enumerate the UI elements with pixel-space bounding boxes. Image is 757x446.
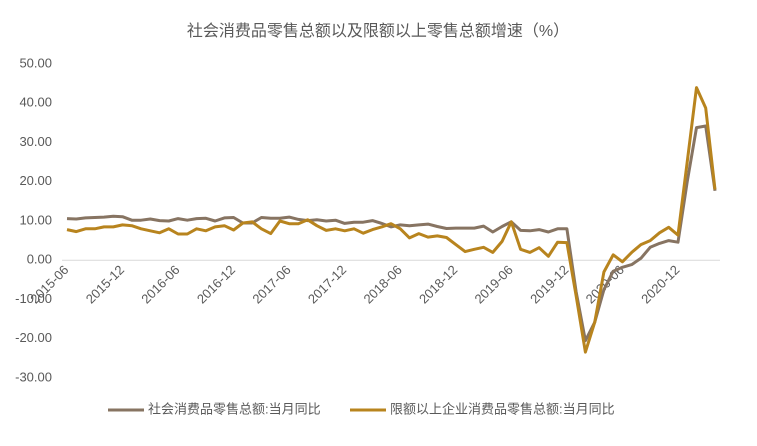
x-tick-label: 2016-06 xyxy=(138,262,182,306)
x-tick-label: 2018-12 xyxy=(416,262,460,306)
series-line xyxy=(66,124,717,343)
y-tick-label: 20.00 xyxy=(19,173,52,188)
y-tick-label: 40.00 xyxy=(19,95,52,110)
y-tick-label: 10.00 xyxy=(19,212,52,227)
legend-label: 社会消费品零售总额:当月同比 xyxy=(148,401,321,416)
y-tick-label: -30.00 xyxy=(15,369,52,384)
y-tick-label: -10.00 xyxy=(15,291,52,306)
legend-label: 限额以上企业消费品零售总额:当月同比 xyxy=(390,401,615,416)
x-tick-label: 2019-06 xyxy=(472,262,516,306)
y-tick-label: 50.00 xyxy=(19,55,52,70)
x-tick-label: 2020-12 xyxy=(638,262,682,306)
series-line xyxy=(66,86,717,354)
chart-title: 社会消费品零售总额以及限额以上零售总额增速（%） xyxy=(187,22,569,40)
x-tick-label: 2017-06 xyxy=(249,262,293,306)
x-tick-label: 2017-12 xyxy=(305,262,349,306)
x-tick-label: 2018-06 xyxy=(360,262,404,306)
y-tick-label: -20.00 xyxy=(15,330,52,345)
x-tick-label: 2016-12 xyxy=(194,262,238,306)
x-tick-label: 2019-12 xyxy=(527,262,571,306)
y-tick-label: 30.00 xyxy=(19,134,52,149)
y-tick-label: 0.00 xyxy=(27,252,52,267)
x-tick-label: 2015-12 xyxy=(83,262,127,306)
